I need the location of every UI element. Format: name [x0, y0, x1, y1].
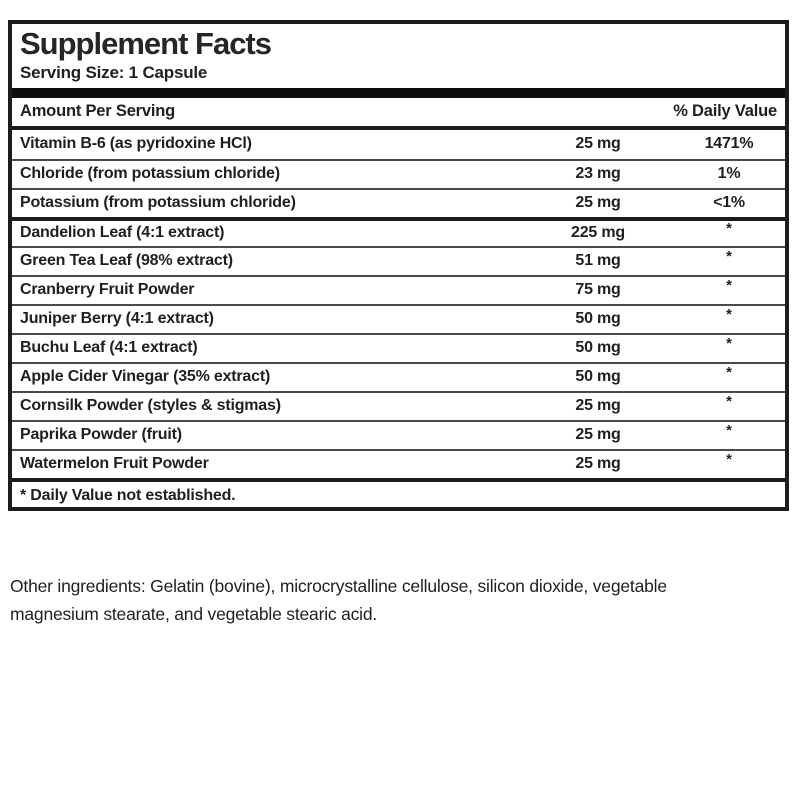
ingredient-amount: 25 mg	[575, 426, 621, 444]
amount-per-serving-header: Amount Per Serving	[20, 102, 176, 121]
ingredient-name: Buchu Leaf (4:1 extract)	[20, 339, 198, 357]
ingredient-name: Paprika Powder (fruit)	[20, 426, 182, 444]
ingredient-amount: 50 mg	[575, 339, 621, 357]
ingredient-name: Chloride (from potassium chloride)	[20, 165, 280, 183]
ingredient-row: Paprika Powder (fruit) 25 mg *	[12, 419, 785, 449]
ingredient-row: Vitamin B-6 (as pyridoxine HCl) 25 mg 14…	[12, 130, 785, 159]
supplement-facts-panel: Supplement Facts Serving Size: 1 Capsule…	[8, 20, 789, 511]
ingredient-row: Chloride (from potassium chloride) 23 mg…	[12, 158, 785, 188]
ingredient-daily-value: *	[726, 306, 732, 324]
serving-size: Serving Size: 1 Capsule	[20, 62, 208, 82]
daily-value-header: % Daily Value	[673, 102, 777, 121]
ingredient-daily-value: <1%	[713, 194, 745, 212]
ingredient-daily-value: *	[726, 335, 732, 353]
ingredient-row: Watermelon Fruit Powder 25 mg *	[12, 448, 785, 478]
title-block: Supplement Facts Serving Size: 1 Capsule	[12, 24, 785, 88]
ingredient-name: Juniper Berry (4:1 extract)	[20, 310, 214, 328]
other-ingredients-text: Other ingredients: Gelatin (bovine), mic…	[10, 576, 667, 624]
ingredient-amount: 51 mg	[575, 252, 621, 270]
ingredient-name: Green Tea Leaf (98% extract)	[20, 252, 233, 270]
ingredient-daily-value: *	[726, 248, 732, 266]
table-header-row: Amount Per Serving % Daily Value	[12, 98, 785, 130]
ingredient-row: Cornsilk Powder (styles & stigmas) 25 mg…	[12, 390, 785, 420]
ingredient-row: Apple Cider Vinegar (35% extract) 50 mg …	[12, 361, 785, 391]
ingredient-daily-value: *	[726, 220, 732, 238]
ingredient-name: Vitamin B-6 (as pyridoxine HCl)	[20, 135, 252, 153]
ingredient-row: Potassium (from potassium chloride) 25 m…	[12, 187, 785, 217]
ingredient-amount: 25 mg	[575, 194, 621, 212]
ingredient-name: Apple Cider Vinegar (35% extract)	[20, 368, 271, 386]
ingredient-rows: Vitamin B-6 (as pyridoxine HCl) 25 mg 14…	[12, 130, 785, 478]
ingredient-amount: 50 mg	[575, 368, 621, 386]
ingredient-daily-value: 1%	[717, 165, 741, 183]
ingredient-row: Green Tea Leaf (98% extract) 51 mg *	[12, 245, 785, 275]
ingredient-amount: 225 mg	[571, 224, 625, 242]
ingredient-row: Buchu Leaf (4:1 extract) 50 mg *	[12, 332, 785, 362]
ingredient-amount: 50 mg	[575, 310, 621, 328]
ingredient-name: Dandelion Leaf (4:1 extract)	[20, 224, 225, 242]
ingredient-row: Dandelion Leaf (4:1 extract) 225 mg *	[12, 216, 785, 246]
ingredient-amount: 75 mg	[575, 281, 621, 299]
thick-divider-bar	[12, 87, 785, 98]
ingredient-name: Cornsilk Powder (styles & stigmas)	[20, 397, 281, 415]
ingredient-daily-value: 1471%	[704, 135, 754, 153]
ingredient-name: Watermelon Fruit Powder	[20, 455, 209, 473]
ingredient-daily-value: *	[726, 277, 732, 295]
ingredient-daily-value: *	[726, 451, 732, 469]
ingredient-daily-value: *	[726, 364, 732, 382]
ingredient-row: Cranberry Fruit Powder 75 mg *	[12, 274, 785, 304]
ingredient-row: Juniper Berry (4:1 extract) 50 mg *	[12, 303, 785, 333]
footnote: * Daily Value not established.	[12, 477, 785, 507]
panel-title: Supplement Facts	[20, 26, 272, 61]
ingredient-amount: 25 mg	[575, 455, 621, 473]
ingredient-amount: 25 mg	[575, 135, 621, 153]
ingredient-name: Cranberry Fruit Powder	[20, 281, 195, 299]
ingredient-daily-value: *	[726, 393, 732, 411]
ingredient-daily-value: *	[726, 422, 732, 440]
ingredient-name: Potassium (from potassium chloride)	[20, 194, 296, 212]
ingredient-amount: 25 mg	[575, 397, 621, 415]
ingredient-amount: 23 mg	[575, 165, 621, 183]
